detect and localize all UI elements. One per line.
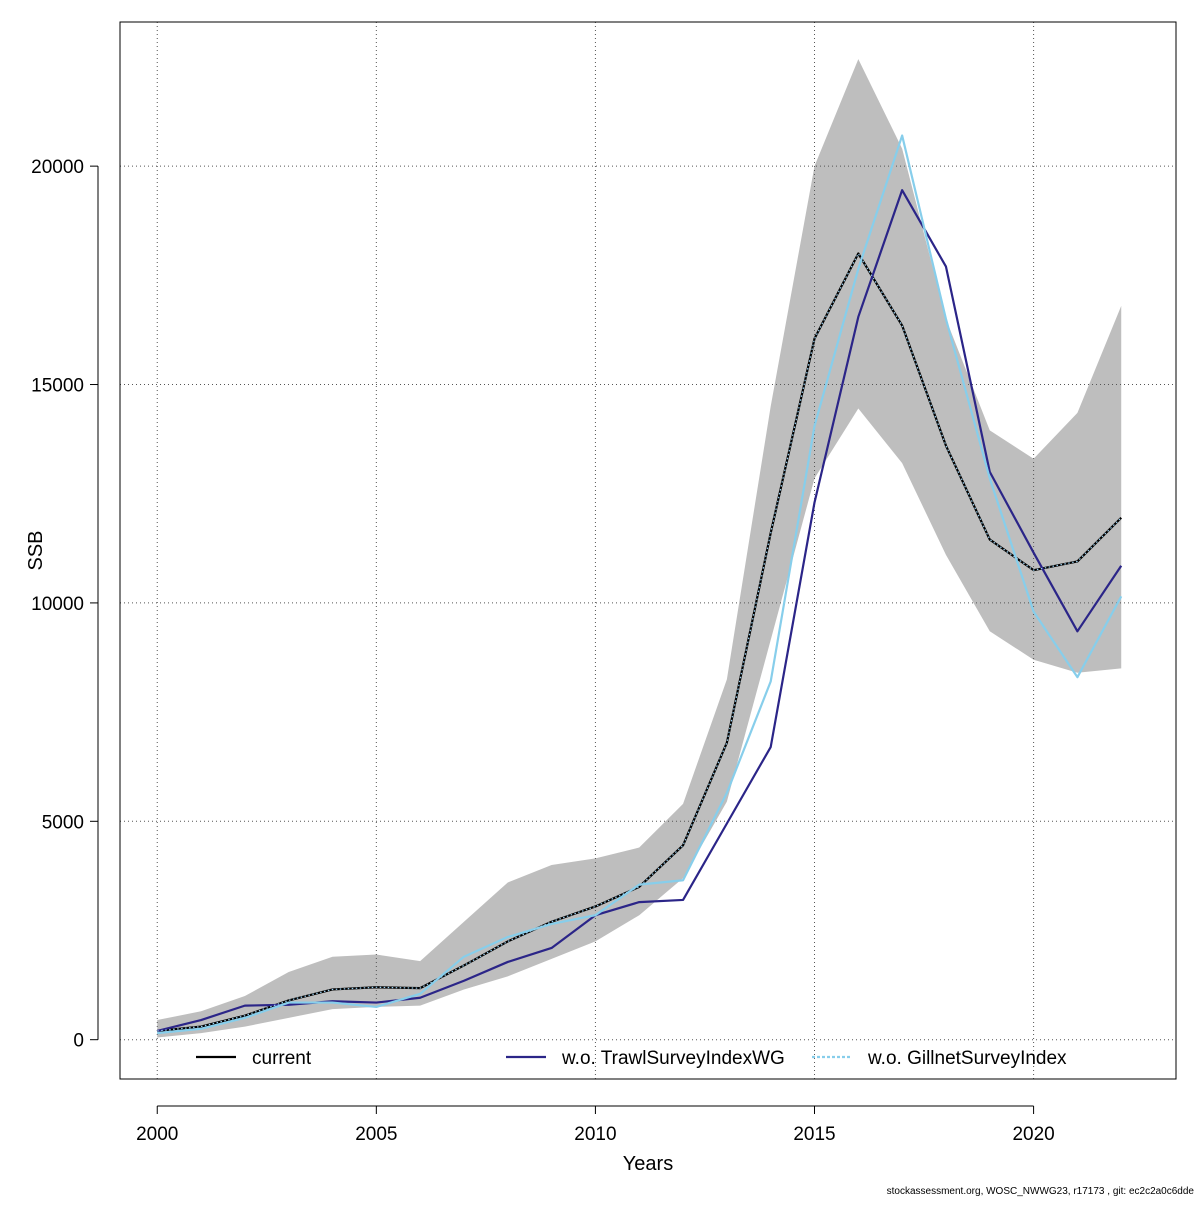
y-axis-label: SSB xyxy=(25,530,47,570)
series-line-3 xyxy=(157,134,1123,1035)
x-tick-label-2005: 2005 xyxy=(355,1124,397,1145)
y-tick-label-20000: 20000 xyxy=(31,157,84,178)
x-tick-label-2020: 2020 xyxy=(1012,1124,1054,1145)
x-axis-label: Years xyxy=(623,1153,673,1175)
legend-label-1: current xyxy=(252,1048,312,1069)
x-tick-label-2010: 2010 xyxy=(574,1124,616,1145)
plot-frame xyxy=(119,21,1177,1080)
y-tick-label-5000: 5000 xyxy=(42,812,84,833)
y-tick-label-10000: 10000 xyxy=(31,594,84,615)
confidence-band xyxy=(157,59,1122,1038)
x-tick-label-2000: 2000 xyxy=(136,1124,178,1145)
x-tick-label-2015: 2015 xyxy=(793,1124,835,1145)
y-tick-label-0: 0 xyxy=(73,1031,84,1052)
legend-label-3: w.o. GillnetSurveyIndex xyxy=(867,1048,1067,1069)
footer-credit: stockassessment.org, WOSC_NWWG23, r17173… xyxy=(886,1186,1194,1197)
y-tick-label-15000: 15000 xyxy=(31,376,84,397)
series-line-1 xyxy=(157,252,1123,1033)
legend-label-2: w.o. TrawlSurveyIndexWG xyxy=(561,1048,785,1069)
